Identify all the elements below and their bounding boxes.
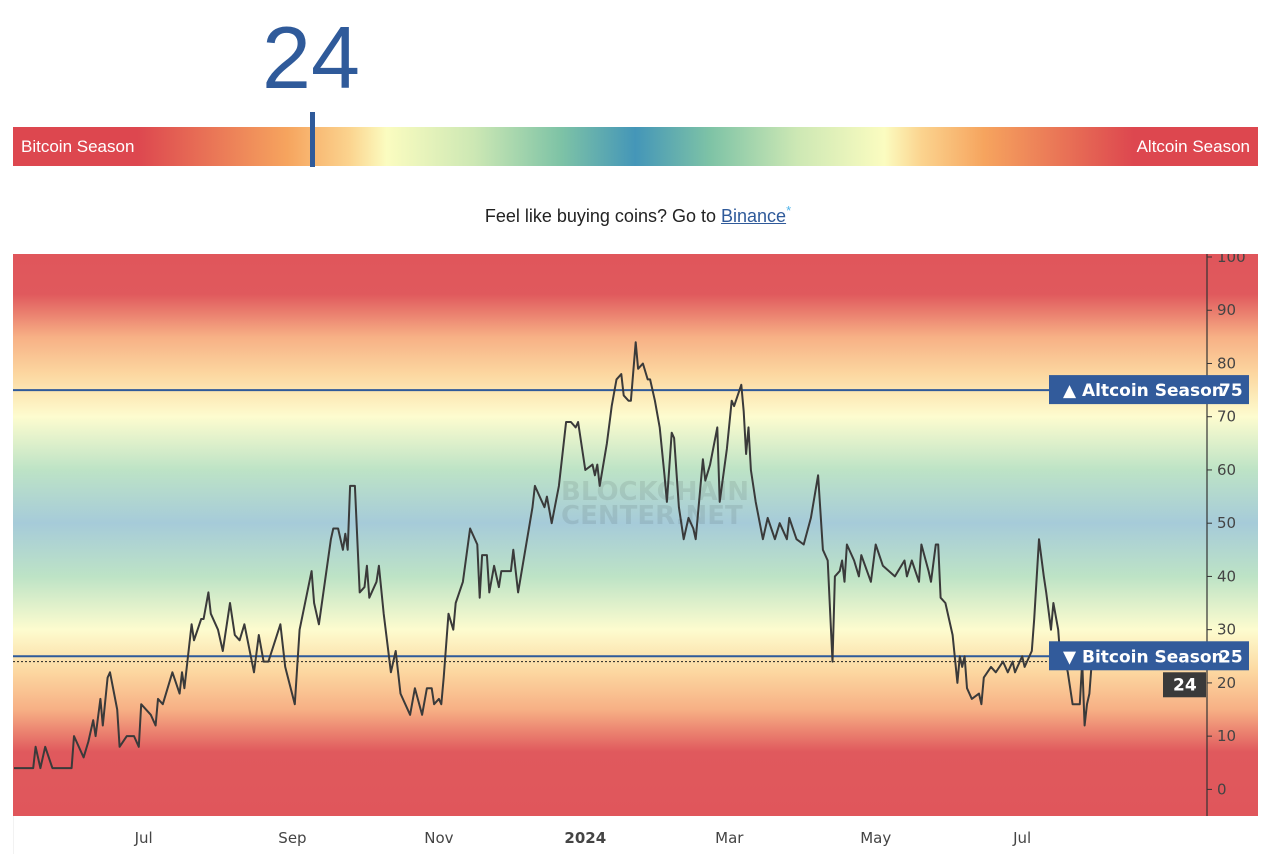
x-tick-label: 2024 (564, 829, 606, 847)
y-tick-label: 100 (1217, 254, 1246, 266)
x-tick-label: Sep (278, 829, 306, 847)
altcoin-season-chart: BLOCKCHAIN CENTER.NET 0 10 20 30 40 50 60 70 80 9… (13, 254, 1258, 854)
x-tick-label: May (860, 829, 891, 847)
index-value: 24 (262, 8, 360, 107)
watermark-line1: BLOCKCHAIN (561, 477, 749, 507)
promo-line: Feel like buying coins? Go to Binance* (0, 203, 1276, 227)
current-value-label: 24 (1173, 675, 1197, 695)
gauge-left-label: Bitcoin Season (21, 137, 135, 156)
x-tick-label: Nov (424, 829, 453, 847)
reference-value: 75 (1219, 381, 1243, 401)
reference-label-box (1049, 375, 1249, 405)
gauge-right-label: Altcoin Season (1136, 137, 1250, 156)
y-tick-label: 30 (1217, 621, 1236, 639)
y-tick-label: 0 (1217, 780, 1227, 798)
y-tick-label: 40 (1217, 567, 1236, 585)
current-value-box (1163, 672, 1206, 698)
y-tick-label: 50 (1217, 514, 1236, 532)
x-tick-label: Mar (715, 829, 744, 847)
x-tick-label: Jul (1012, 829, 1031, 847)
y-tick-label: 20 (1217, 674, 1236, 692)
plot-background (13, 254, 1258, 816)
reference-label: ▲ Altcoin Season (1063, 381, 1224, 401)
reference-label-box (1049, 641, 1249, 671)
binance-link[interactable]: Binance (721, 206, 787, 226)
promo-asterisk: * (786, 203, 792, 218)
y-tick-label: 70 (1217, 408, 1236, 426)
reference-value: 25 (1219, 647, 1243, 667)
series-line (14, 341, 1093, 770)
watermark-line2: CENTER.NET (561, 501, 743, 531)
y-tick-label: 10 (1217, 727, 1236, 745)
y-tick-label: 80 (1217, 354, 1236, 372)
x-tick-label: Jul (134, 829, 153, 847)
season-gauge: Bitcoin Season Altcoin Season (13, 127, 1258, 166)
reference-label: ▼ Bitcoin Season (1063, 647, 1224, 667)
y-tick-label: 60 (1217, 461, 1236, 479)
y-tick-label: 90 (1217, 301, 1236, 319)
gauge-marker (309, 112, 315, 167)
promo-text: Feel like buying coins? Go to (484, 206, 721, 226)
